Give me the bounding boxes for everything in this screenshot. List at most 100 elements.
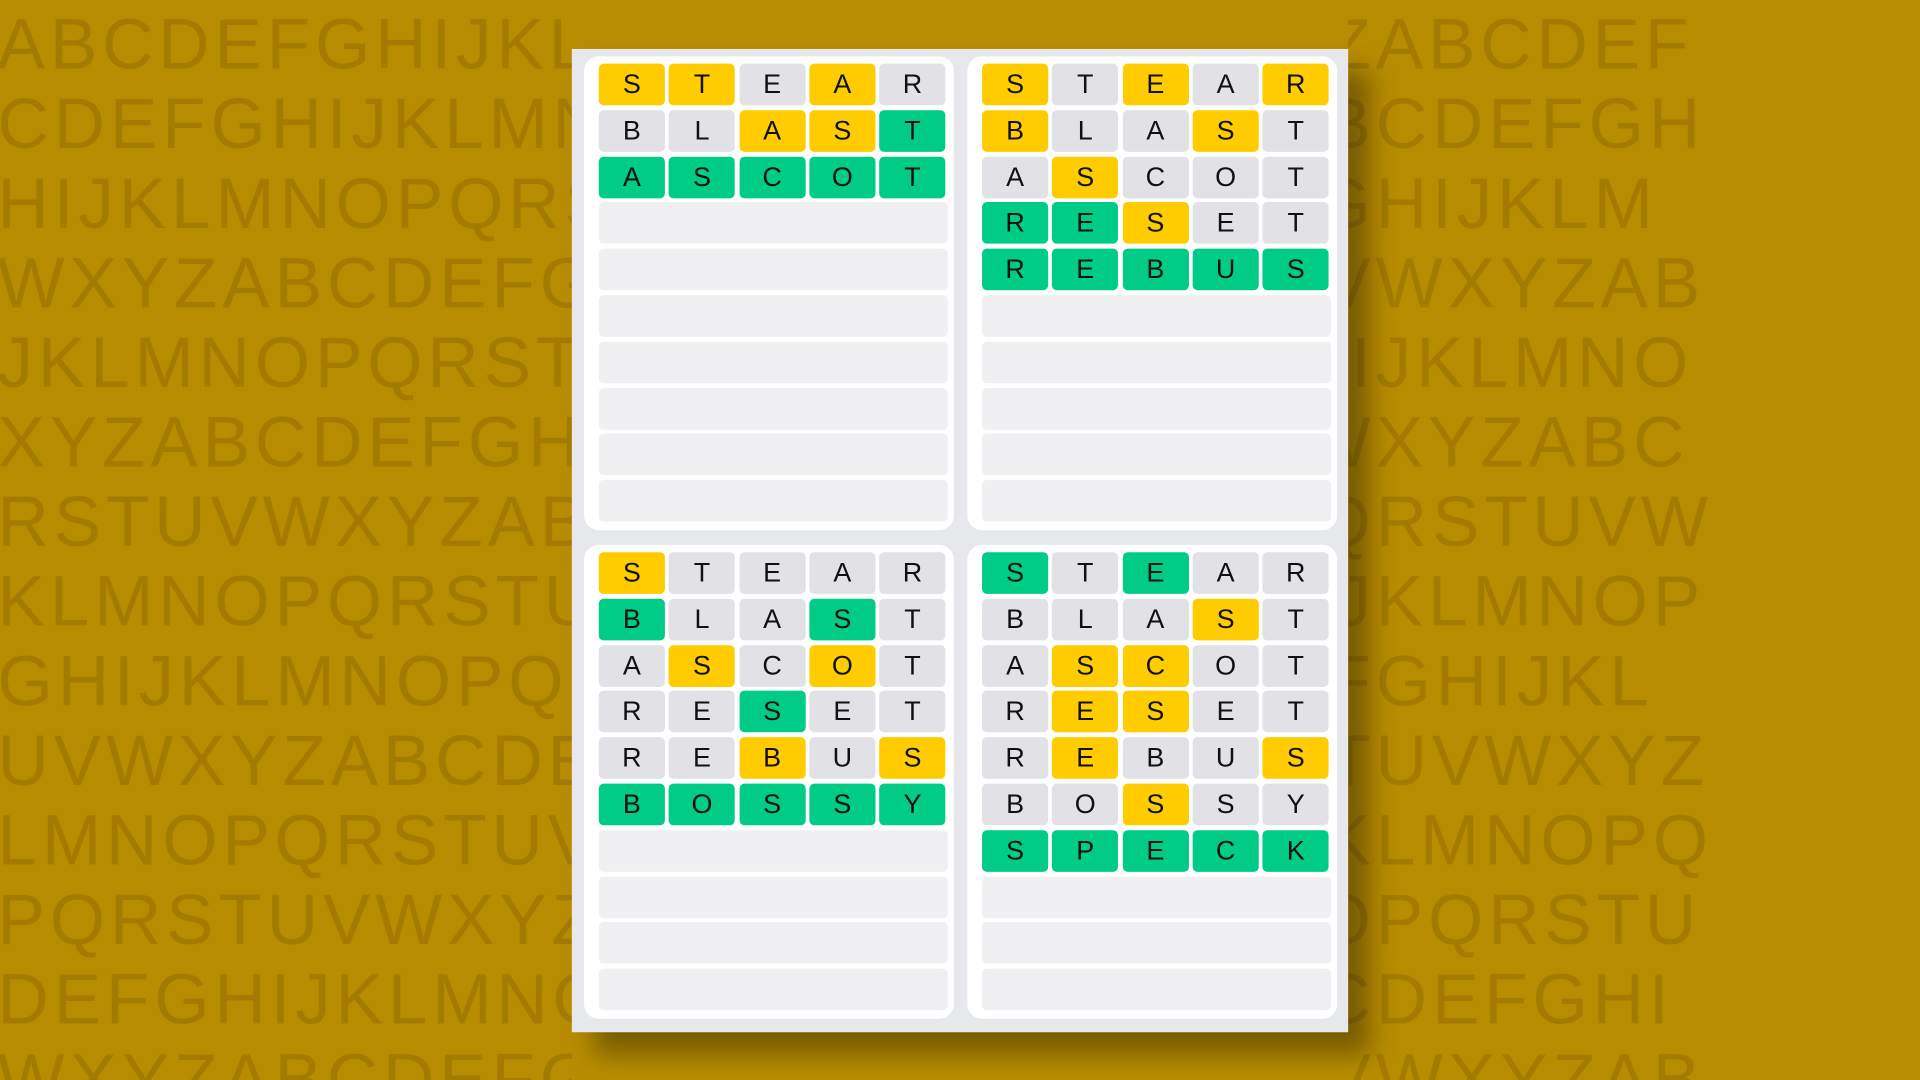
tile-present [982,63,1049,106]
tile-correct [1122,829,1189,872]
tile-absent [668,552,736,594]
tile-present [1122,63,1189,106]
empty-row [598,202,948,245]
tile-absent [879,691,946,733]
background-letter-row-right: LMNOPQRSTUVWXYZABCDEFGHIJKLMNOPQ [1348,806,1920,887]
empty-row-bar [982,480,1332,522]
empty-row-bar [598,922,948,965]
background-letter-row: CDEFGHIJKLMNOPQRSTUVWXYZABCDEFGH [0,89,572,165]
empty-row-bar [598,295,948,337]
tile-absent [1192,156,1259,198]
tile-correct [1122,248,1189,291]
empty-row-bar [598,968,948,1011]
tile-absent [982,598,1049,641]
empty-row [982,480,1332,522]
background-letter-row-left: LMNOPQRSTUVWXYZABCDEFGHIJKLMNOPQ [0,806,572,887]
tile-present [879,737,946,780]
tile-present [668,63,736,106]
background-letter-row-left: ABCDEFGHIJKLMNOPQRSTUVWXYZABCDEF [0,10,572,91]
background-letter-row: CDEFGHIJKLMNOPQRSTUVWXYZABCDEFGH [1348,89,1706,165]
background-letter-row: WXYZABCDEFGHIJKLMNOPQRSTUVWXYZAB [0,1044,572,1080]
background-letter-row: JKLMNOPQRSTUVWXYZABCDEFGHIJKLMNO [0,328,572,403]
background-letter-row-left: PQRSTUVWXYZABCDEFGHIJKLMNOPQRSTU [0,885,572,966]
background-letter-row-left: WXYZABCDEFGHIJKLMNOPQRSTUVWXYZAB [0,1044,572,1080]
background-letter-row-right: KLMNOPQRSTUVWXYZABCDEFGHIJKLMNOP [1348,567,1920,648]
tile-present [668,644,736,687]
tile-present [809,644,876,687]
tile-absent [1052,598,1119,641]
empty-row-bar [982,968,1332,1011]
empty-row [598,480,948,522]
tile-absent [1262,202,1329,245]
background-letter-row-right: PQRSTUVWXYZABCDEFGHIJKLMNOPQRSTU [1348,885,1920,966]
tile-correct [879,109,946,152]
tile-absent [1052,552,1119,594]
tile-correct [1192,829,1259,872]
background-letter-row-right: DEFGHIJKLMNOPQRSTUVWXYZABCDEFGHI [1348,965,1920,1046]
background-letter-row: HIJKLMNOPQRSTUVWXYZABCDEFGHIJKLM [0,168,572,244]
empty-row [598,295,948,337]
empty-row-bar [598,829,948,872]
background-letter-row: DEFGHIJKLMNOPQRSTUVWXYZABCDEFGHI [1348,964,1674,1040]
tile-absent [1192,737,1259,780]
tile-correct [1122,552,1189,594]
empty-row-bar [598,480,948,522]
background-letter-row: WXYZABCDEFGHIJKLMNOPQRSTUVWXYZAB [1348,248,1706,324]
tile-correct [879,783,946,826]
tile-present [1122,644,1189,687]
tile-absent [1122,156,1189,198]
tile-absent [1122,598,1189,641]
tile-absent [1192,644,1259,687]
tile-correct [668,783,736,826]
empty-row [982,433,1332,476]
empty-row [982,876,1332,918]
tile-correct [1262,248,1329,291]
empty-row [598,922,948,965]
tile-absent [668,109,736,152]
tile-absent [668,691,736,733]
tile-absent [1052,783,1119,826]
tile-correct [982,552,1049,594]
tile-absent [598,644,665,687]
background-letter-row-left: RSTUVWXYZABCDEFGHIJKLMNOPQRSTUVW [0,487,572,568]
tile-correct [982,829,1049,872]
background-letter-row-right: JKLMNOPQRSTUVWXYZABCDEFGHIJKLMNO [1348,328,1920,409]
empty-row-bar [982,341,1332,384]
tile-absent [879,598,946,641]
tile-absent [1192,63,1259,106]
background-letter-row: UVWXYZABCDEFGHIJKLMNOPQRSTUVWXYZ [1348,726,1709,801]
background-letter-row-left: UVWXYZABCDEFGHIJKLMNOPQRSTUVWXYZ [0,726,572,807]
background-letter-row-right: HIJKLMNOPQRSTUVWXYZABCDEFGHIJKLM [1348,169,1920,250]
tile-correct [809,156,876,198]
background-letter-row-right: WXYZABCDEFGHIJKLMNOPQRSTUVWXYZAB [1348,1044,1920,1080]
tile-present [1052,644,1119,687]
tile-present [1262,737,1329,780]
background-letter-row-left: CDEFGHIJKLMNOPQRSTUVWXYZABCDEFGH [0,89,572,170]
